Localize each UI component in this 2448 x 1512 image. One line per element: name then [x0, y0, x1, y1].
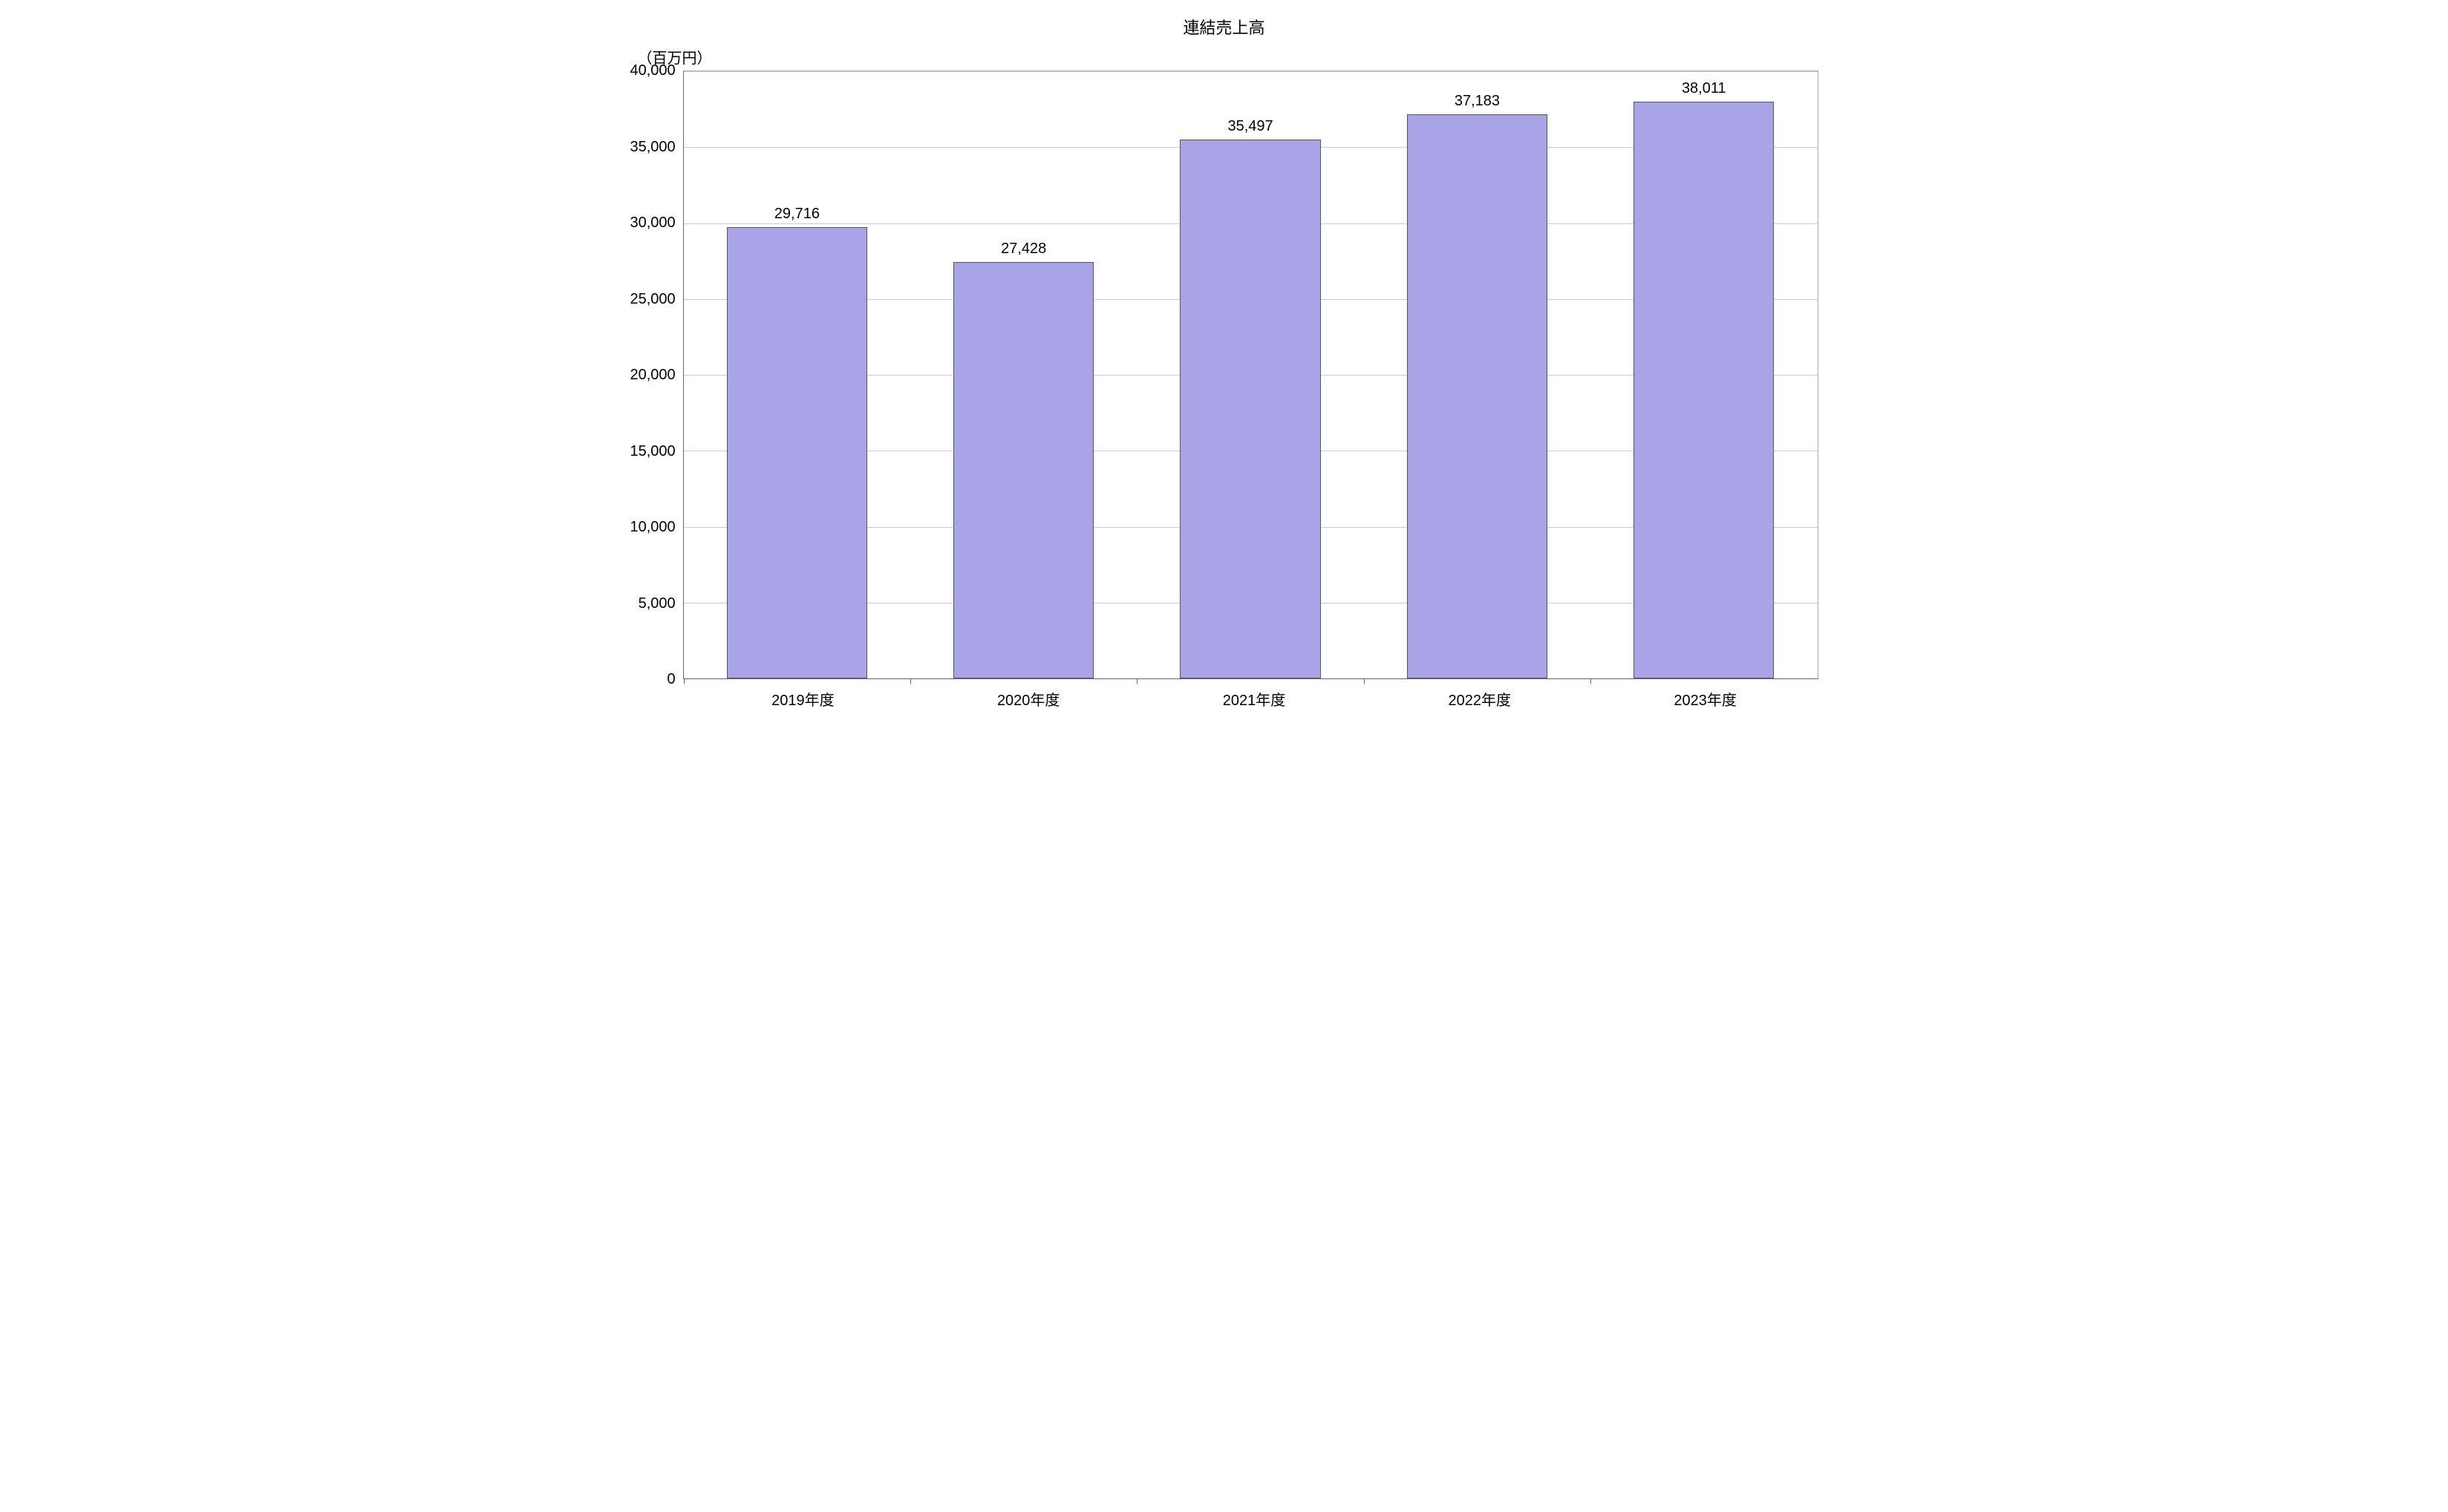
- x-tick-mark: [1590, 678, 1591, 684]
- bar-slot: 38,011: [1590, 71, 1817, 678]
- bar-value-label: 29,716: [774, 206, 820, 223]
- bar-slot: 35,497: [1137, 71, 1363, 678]
- revenue-chart: 連結売上高 （百万円） 40,00035,00030,00025,00020,0…: [630, 15, 1818, 710]
- x-tick-label: 2023年度: [1593, 688, 1818, 710]
- plot-area: 29,716 27,428 35,497 37,183 38,011: [683, 71, 1818, 679]
- bar: [727, 227, 867, 678]
- bar-slot: 27,428: [910, 71, 1137, 678]
- bar-value-label: 35,497: [1227, 118, 1273, 135]
- bar: [1633, 102, 1774, 678]
- bar: [1407, 114, 1547, 678]
- y-axis-unit: （百万円）: [638, 46, 1818, 68]
- bar-value-label: 37,183: [1455, 93, 1500, 110]
- x-axis: 2019年度2020年度2021年度2022年度2023年度: [691, 679, 1818, 710]
- bar-value-label: 38,011: [1682, 80, 1726, 97]
- x-tick-label: 2020年度: [915, 688, 1141, 710]
- x-tick-mark: [1364, 678, 1365, 684]
- bar-value-label: 27,428: [1001, 240, 1046, 258]
- x-tick-label: 2019年度: [691, 688, 916, 710]
- y-axis: 40,00035,00030,00025,00020,00015,00010,0…: [630, 71, 683, 679]
- bar: [1180, 140, 1320, 678]
- bar: [953, 262, 1094, 678]
- x-tick-label: 2022年度: [1367, 688, 1593, 710]
- bar-slot: 29,716: [684, 71, 910, 678]
- bar-slot: 37,183: [1364, 71, 1590, 678]
- x-tick-mark: [684, 678, 685, 684]
- x-tick-label: 2021年度: [1141, 688, 1367, 710]
- x-tick-mark: [910, 678, 911, 684]
- chart-title: 連結売上高: [630, 15, 1818, 39]
- bars-group: 29,716 27,428 35,497 37,183 38,011: [684, 71, 1818, 678]
